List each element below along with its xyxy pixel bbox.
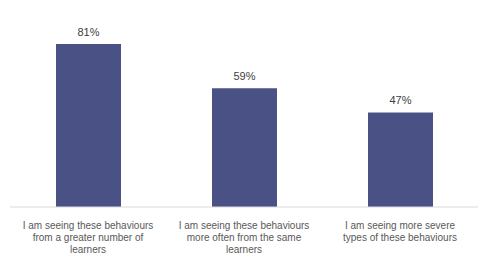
svg-text:I am seeing more severetypes o: I am seeing more severetypes of these be… bbox=[343, 220, 457, 243]
svg-text:47%: 47% bbox=[389, 94, 411, 106]
svg-text:I am seeing these behavioursmo: I am seeing these behavioursmore often f… bbox=[179, 220, 310, 255]
svg-text:59%: 59% bbox=[233, 70, 255, 82]
svg-text:I am seeing these behavioursfr: I am seeing these behavioursfrom a great… bbox=[23, 220, 154, 255]
svg-text:81%: 81% bbox=[77, 26, 99, 38]
